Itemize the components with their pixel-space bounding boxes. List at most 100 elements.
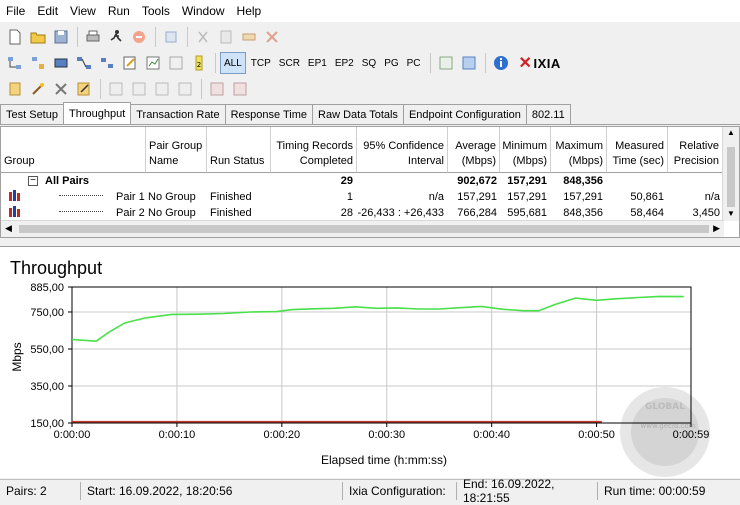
- menu-run[interactable]: Run: [107, 4, 130, 18]
- ixia-x-icon: ✕: [518, 55, 533, 72]
- tab-802-11[interactable]: 802.11: [525, 104, 571, 124]
- save-icon[interactable]: [50, 26, 72, 48]
- grid-horizontal-scrollbar[interactable]: ◀ ▶: [1, 220, 724, 237]
- pair-group: No Group: [148, 191, 196, 203]
- menu-view[interactable]: View: [70, 4, 96, 18]
- layout-icon[interactable]: [229, 78, 251, 100]
- filter-ep1-button[interactable]: EP1: [307, 57, 327, 69]
- tree-connector: [59, 211, 103, 212]
- tab-test-setup[interactable]: Test Setup: [0, 104, 64, 124]
- y-axis-label: Mbps: [10, 342, 24, 371]
- menu-file[interactable]: File: [6, 4, 26, 18]
- tab-endpoint-configuration[interactable]: Endpoint Configuration: [402, 104, 527, 124]
- grid-icon[interactable]: [206, 78, 228, 100]
- network-icon[interactable]: [73, 52, 95, 74]
- chart-icon[interactable]: [142, 52, 164, 74]
- scroll-down-icon[interactable]: ▼: [727, 209, 735, 218]
- compare-icon[interactable]: [165, 52, 187, 74]
- hierarchy-icon[interactable]: [4, 52, 26, 74]
- tab-transaction-rate[interactable]: Transaction Rate: [130, 104, 226, 124]
- pair-maximum: 157,291: [563, 191, 603, 203]
- col-header-average[interactable]: Average (Mbps): [448, 127, 500, 173]
- run-icon[interactable]: [105, 26, 127, 48]
- menu-window[interactable]: Window: [181, 4, 225, 18]
- expand-icon[interactable]: [105, 78, 127, 100]
- export-icon[interactable]: [458, 52, 480, 74]
- paste-icon[interactable]: [215, 26, 237, 48]
- col-header-confidence-interval[interactable]: 95% Confidence Interval: [357, 127, 448, 173]
- filter-tcp-button[interactable]: TCP: [250, 57, 271, 69]
- filter-all-button[interactable]: ALL: [220, 52, 246, 74]
- scroll-up-icon[interactable]: ▲: [727, 128, 735, 137]
- new-file-icon[interactable]: [4, 26, 26, 48]
- tab-response-time[interactable]: Response Time: [224, 104, 314, 124]
- col-header-measured-time[interactable]: Measured Time (sec): [607, 127, 668, 173]
- pair-icon[interactable]: [238, 26, 260, 48]
- pair-records: 1: [346, 191, 353, 203]
- col-header-maximum[interactable]: Maximum (Mbps): [551, 127, 607, 173]
- status-start: Start: 16.09.2022, 18:20:56: [81, 481, 343, 500]
- col-header-timing-records[interactable]: Timing Records Completed: [271, 127, 357, 173]
- edit-icon[interactable]: [119, 52, 141, 74]
- y-tick-label: 150,00: [30, 418, 64, 430]
- series-line-pair-2: [71, 295, 684, 343]
- col-header-minimum[interactable]: Minimum (Mbps): [500, 127, 551, 173]
- print-icon[interactable]: [82, 26, 104, 48]
- watermark: GLOBAL www.gecid.com: [620, 387, 710, 477]
- scroll-right-icon[interactable]: ▶: [713, 223, 720, 233]
- all-pairs-maximum: 848,356: [563, 175, 603, 187]
- merge-icon[interactable]: [151, 78, 173, 100]
- all-pairs-average: 902,672: [457, 175, 497, 187]
- info-icon[interactable]: [490, 52, 512, 74]
- menu-edit[interactable]: Edit: [37, 4, 59, 18]
- scroll-left-icon[interactable]: ◀: [5, 223, 12, 233]
- pair-icon: [9, 206, 21, 217]
- pair-group: No Group: [148, 207, 196, 219]
- swap-icon[interactable]: [96, 52, 118, 74]
- menu-tools[interactable]: Tools: [141, 4, 170, 18]
- col-header-group[interactable]: Group: [1, 127, 146, 173]
- ixia-brand: IXIA: [533, 55, 561, 71]
- cut-icon[interactable]: [192, 26, 214, 48]
- pair-precision: 3,450: [692, 207, 720, 219]
- x-tick-label: 0:00:10: [159, 429, 196, 441]
- collapse-icon[interactable]: [128, 78, 150, 100]
- x-tick-label: 0:00:20: [263, 429, 300, 441]
- pair-time: 58,464: [630, 207, 664, 219]
- scrollbar-thumb[interactable]: [19, 225, 709, 233]
- open-folder-icon[interactable]: [27, 26, 49, 48]
- menu-help[interactable]: Help: [236, 4, 262, 18]
- x-tick-label: 0:00:00: [54, 429, 91, 441]
- y-tick-label: 350,00: [30, 381, 64, 393]
- filter-scr-button[interactable]: SCR: [278, 57, 300, 69]
- y-tick-label: 750,00: [30, 307, 64, 319]
- wand-icon[interactable]: [27, 78, 49, 100]
- stop-icon[interactable]: [128, 26, 150, 48]
- delete-pair-icon[interactable]: [261, 26, 283, 48]
- col-header-run-status[interactable]: Run Status: [207, 127, 271, 173]
- collapse-toggle-icon[interactable]: −: [28, 176, 38, 186]
- group-icon[interactable]: [27, 52, 49, 74]
- endpoint-icon[interactable]: [50, 52, 72, 74]
- report-icon[interactable]: [4, 78, 26, 100]
- col-header-pair-group-name[interactable]: Pair Group Name: [146, 127, 207, 173]
- tab-throughput[interactable]: Throughput: [62, 102, 132, 124]
- table-view-icon[interactable]: [435, 52, 457, 74]
- filter-ep2-button[interactable]: EP2: [334, 57, 354, 69]
- tree-connector: [59, 195, 103, 196]
- filter-sq-button[interactable]: SQ: [361, 57, 377, 69]
- copy-icon[interactable]: [160, 26, 182, 48]
- filter-pc-button[interactable]: PC: [406, 57, 421, 69]
- script-icon[interactable]: 2: [188, 52, 210, 74]
- scrollbar-thumb[interactable]: [727, 147, 735, 207]
- col-header-relative-precision[interactable]: Relative Precision: [668, 127, 723, 173]
- filter-pg-button[interactable]: PG: [384, 57, 399, 69]
- grid-vertical-scrollbar[interactable]: ▲ ▼: [722, 127, 739, 221]
- split-icon[interactable]: [174, 78, 196, 100]
- status-pairs: Pairs: 2: [0, 481, 81, 500]
- edit-note-icon[interactable]: [73, 78, 95, 100]
- tools-icon[interactable]: [50, 78, 72, 100]
- plot-border: [71, 286, 692, 424]
- throughput-chart-pane: Throughput Mbps Elapsed time (h:mm:ss) G…: [0, 246, 740, 478]
- tab-raw-data-totals[interactable]: Raw Data Totals: [312, 104, 404, 124]
